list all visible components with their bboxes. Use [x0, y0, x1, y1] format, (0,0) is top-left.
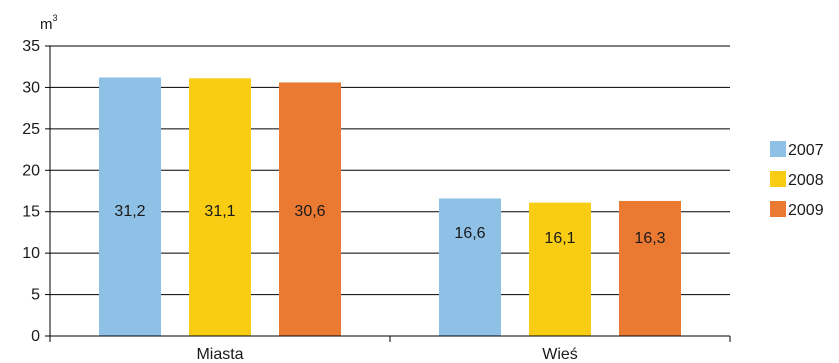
y-tick-label: 10: [22, 245, 40, 262]
data-label: 31,2: [114, 203, 145, 220]
y-axis-unit-superscript: 3: [53, 13, 58, 23]
bar: [99, 77, 161, 336]
y-tick-label: 25: [22, 121, 40, 138]
legend-swatch: [770, 141, 786, 157]
legend-label: 2007: [788, 142, 824, 159]
legend-label: 2008: [788, 172, 824, 189]
bar: [439, 198, 501, 336]
bar: [619, 200, 681, 336]
bar: [529, 202, 591, 336]
data-label: 30,6: [294, 203, 325, 220]
y-tick-label: 5: [31, 287, 40, 304]
category-label: Wieś: [542, 346, 578, 363]
bar: [279, 82, 341, 336]
y-tick-label: 15: [22, 204, 40, 221]
gridlines: [50, 45, 730, 296]
axes: [45, 45, 731, 342]
legend-label: 2009: [788, 202, 824, 219]
legend: 2007 2008 2009: [770, 141, 824, 219]
bars: [99, 77, 681, 337]
legend-swatch: [770, 171, 786, 187]
data-labels: 31,2 31,1 30,6 16,6 16,1 16,3: [114, 203, 665, 247]
data-label: 16,3: [634, 230, 665, 247]
category-label: Miasta: [196, 346, 243, 363]
legend-swatch: [770, 201, 786, 217]
y-axis-unit: m: [40, 16, 53, 33]
bar: [189, 78, 251, 337]
data-label: 31,1: [204, 203, 235, 220]
category-labels: Miasta Wieś: [196, 346, 577, 363]
y-tick-label: 20: [22, 162, 40, 179]
y-tick-labels: 0 5 10 15 20 25 30 35: [22, 38, 40, 345]
data-label: 16,1: [544, 230, 575, 247]
y-tick-label: 30: [22, 79, 40, 96]
data-label: 16,6: [454, 225, 485, 242]
y-tick-label: 0: [31, 328, 40, 345]
y-axis-unit-label: m3: [40, 13, 58, 33]
y-tick-label: 35: [22, 38, 40, 55]
